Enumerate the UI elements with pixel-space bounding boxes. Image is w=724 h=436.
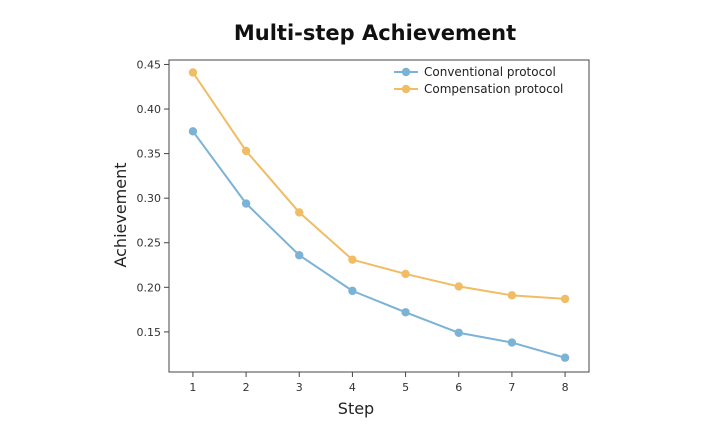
plot-area <box>188 68 570 362</box>
y-tick-label: 0.15 <box>137 326 162 339</box>
series-2-point <box>507 291 517 300</box>
series-1-point <box>401 308 410 317</box>
series-line-1 <box>192 130 566 359</box>
series-1-point <box>241 199 251 208</box>
legend-label-1: Conventional protocol <box>424 65 556 79</box>
legend: Conventional protocol Compensation protoc… <box>394 65 563 96</box>
legend-label-2: Compensation protocol <box>424 82 563 96</box>
series-2-point <box>401 269 410 279</box>
x-tick-label: 2 <box>243 381 250 394</box>
y-tick-label: 0.35 <box>137 148 162 161</box>
x-tick-label: 6 <box>455 381 462 394</box>
series-line-2 <box>192 71 566 300</box>
x-tick-label: 3 <box>296 381 303 394</box>
x-axis-label: Step <box>338 399 374 418</box>
series-1-point <box>188 127 198 136</box>
x-tick-label: 5 <box>402 381 409 394</box>
y-tick-label: 0.45 <box>137 58 162 71</box>
series-2-point <box>295 208 304 217</box>
x-tick-label: 1 <box>189 381 196 394</box>
series-1-point <box>507 338 517 347</box>
legend-marker-1 <box>401 67 411 77</box>
series-1-point <box>295 251 304 260</box>
legend-marker-2 <box>401 84 411 94</box>
y-tick-label: 0.40 <box>137 103 162 116</box>
series-1-point <box>348 286 357 296</box>
series-2-point <box>348 255 357 264</box>
y-tick-label: 0.30 <box>137 192 162 205</box>
series-2-point <box>560 294 570 304</box>
x-tick-label: 8 <box>562 381 569 394</box>
series-1-point <box>560 353 570 362</box>
series-2-point <box>454 282 463 291</box>
plot-frame <box>168 59 590 373</box>
y-tick-label: 0.20 <box>137 281 162 294</box>
x-tick-label: 7 <box>508 381 515 394</box>
series-1-point <box>454 328 463 337</box>
y-axis-label: Achievement <box>111 162 130 267</box>
series-2-point <box>241 146 251 156</box>
series-2-point <box>188 68 198 77</box>
x-tick-label: 4 <box>349 381 356 394</box>
y-tick-label: 0.25 <box>137 237 162 250</box>
chart-title: Multi-step Achievement <box>234 21 516 45</box>
axes: 0.15 0.20 0.25 0.30 0.35 0.40 0.45 1 2 3 4 5 6 7 8 <box>137 58 590 394</box>
